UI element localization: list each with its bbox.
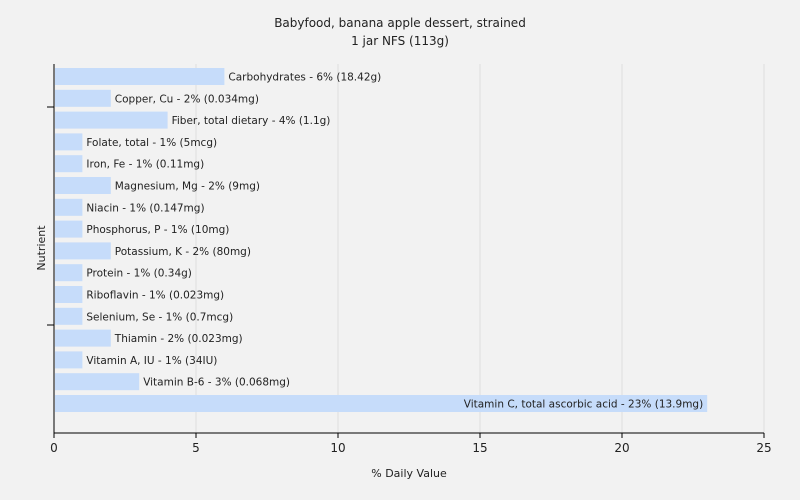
- chart-subtitle: 1 jar NFS (113g): [351, 34, 449, 48]
- bar: [55, 264, 83, 282]
- bar-label: Niacin - 1% (0.147mg): [86, 202, 204, 214]
- x-axis-label: % Daily Value: [371, 467, 447, 480]
- bar: [55, 155, 83, 173]
- bar-label: Riboflavin - 1% (0.023mg): [86, 290, 224, 302]
- bar-label: Iron, Fe - 1% (0.11mg): [86, 159, 204, 171]
- grid-lines: [195, 64, 765, 433]
- x-tick-label: 0: [50, 441, 58, 455]
- bar: [55, 220, 83, 238]
- bar-label: Potassium, K - 2% (80mg): [115, 246, 251, 258]
- bar: [55, 133, 83, 151]
- axes: 0 5 10 15 20 25: [47, 64, 772, 455]
- chart-title: Babyfood, banana apple dessert, strained: [274, 16, 526, 30]
- y-axis-label: Nutrient: [35, 225, 48, 271]
- bar: [55, 177, 111, 194]
- bar-label: Carbohydrates - 6% (18.42g): [228, 72, 381, 84]
- bar: [55, 351, 83, 369]
- bar-label: Folate, total - 1% (5mcg): [86, 137, 217, 149]
- bar-label: Copper, Cu - 2% (0.034mg): [115, 93, 259, 105]
- x-tick-label: 15: [472, 441, 487, 455]
- bar-label: Protein - 1% (0.34g): [86, 268, 192, 280]
- bar: [55, 111, 168, 129]
- bar: [55, 286, 83, 303]
- bar: [55, 198, 83, 216]
- bar: [55, 373, 140, 391]
- bars: [55, 68, 708, 412]
- bar-label: Fiber, total dietary - 4% (1.1g): [172, 115, 331, 127]
- bar: [55, 307, 83, 325]
- x-tick-label: 20: [614, 441, 629, 455]
- bar: [55, 68, 225, 85]
- bar: [55, 329, 111, 347]
- bar-labels: Carbohydrates - 6% (18.42g) Copper, Cu - …: [86, 72, 703, 411]
- bar-label: Vitamin A, IU - 1% (34IU): [86, 355, 217, 367]
- x-tick-label: 25: [756, 441, 771, 455]
- x-tick-label: 5: [192, 441, 200, 455]
- plot-area: Carbohydrates - 6% (18.42g) Copper, Cu - …: [47, 64, 772, 455]
- bar-label: Selenium, Se - 1% (0.7mcg): [86, 311, 233, 323]
- bar-label: Vitamin B-6 - 3% (0.068mg): [143, 377, 290, 389]
- bar: [55, 395, 708, 412]
- x-tick-label: 10: [330, 441, 345, 455]
- bar: [55, 242, 111, 260]
- bar-label: Phosphorus, P - 1% (10mg): [86, 224, 229, 236]
- bar-label: Magnesium, Mg - 2% (9mg): [115, 181, 260, 193]
- bar-label: Vitamin C, total ascorbic acid - 23% (13…: [464, 399, 703, 411]
- bar: [55, 89, 111, 107]
- bar-label: Thiamin - 2% (0.023mg): [114, 333, 243, 345]
